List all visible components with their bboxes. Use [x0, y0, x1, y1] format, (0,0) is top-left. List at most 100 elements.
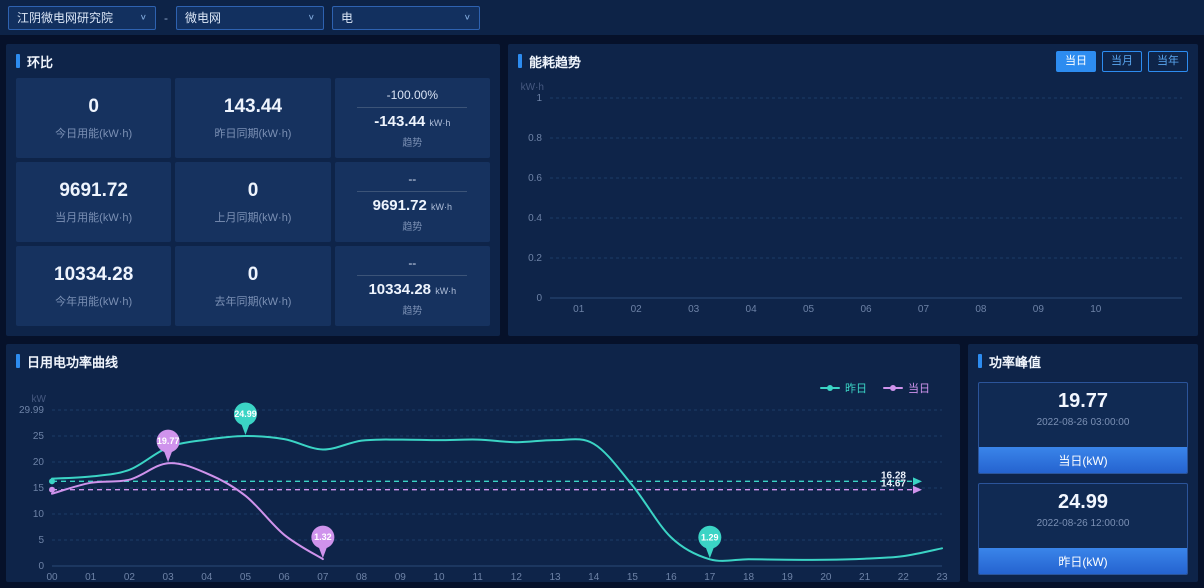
- svg-text:19: 19: [782, 572, 794, 583]
- peak-today-button[interactable]: 当日(kW): [979, 447, 1187, 473]
- period-day-button[interactable]: 当日: [1056, 50, 1096, 72]
- huanbi-panel-header: 环比: [6, 44, 500, 78]
- period-year-button[interactable]: 当年: [1148, 50, 1188, 72]
- power-curve-panel-title: 日用电功率曲线: [27, 354, 119, 370]
- svg-text:14: 14: [588, 572, 600, 583]
- svg-text:04: 04: [201, 572, 213, 583]
- energy-trend-panel: 能耗趋势 当日 当月 当年 0 0.2 0.4 0.6 0.8 1 kW·h 01 02 03 04…: [508, 44, 1198, 336]
- energy-select-value: 电: [341, 11, 354, 25]
- energy-select[interactable]: 电 ∨: [332, 5, 480, 30]
- legend-label: 昨日: [845, 383, 867, 395]
- stat-label: 今年用能(kW·h): [55, 295, 133, 308]
- power-curve-legend: 昨日 当日: [820, 380, 930, 396]
- peak-timestamp: 2022-08-26 12:00:00: [1036, 518, 1130, 529]
- stat-label: 去年同期(kW·h): [214, 295, 292, 308]
- power-peak-panel-header: 功率峰值: [968, 344, 1198, 378]
- svg-text:01: 01: [85, 572, 97, 583]
- svg-text:19.77: 19.77: [157, 436, 180, 446]
- svg-text:5: 5: [38, 535, 44, 546]
- trend-delta: 9691.72 kW·h: [373, 197, 452, 214]
- svg-text:1: 1: [536, 93, 542, 104]
- accent-bar: [16, 54, 20, 68]
- legend-item-yesterday[interactable]: 昨日: [820, 380, 867, 396]
- svg-text:kW·h: kW·h: [521, 82, 544, 93]
- divider: [357, 190, 468, 192]
- line-dot-icon: [820, 384, 840, 392]
- svg-text:20: 20: [820, 572, 832, 583]
- svg-text:06: 06: [279, 572, 291, 583]
- chevron-down-icon: ∨: [307, 13, 315, 22]
- svg-text:1.32: 1.32: [314, 532, 332, 542]
- svg-text:15: 15: [627, 572, 639, 583]
- trend-card-year: -- 10334.28 kW·h 趋势: [334, 246, 490, 326]
- line-dot-icon: [883, 384, 903, 392]
- trend-card-month: -- 9691.72 kW·h 趋势: [334, 162, 490, 242]
- svg-text:20: 20: [33, 457, 45, 468]
- stat-label: 昨日同期(kW·h): [214, 127, 292, 140]
- svg-text:13: 13: [549, 572, 561, 583]
- org-select-value: 江阴微电网研究院: [17, 11, 114, 25]
- huanbi-grid: 0 今日用能(kW·h) 143.44 昨日同期(kW·h) -100.00% …: [6, 78, 500, 336]
- svg-text:07: 07: [317, 572, 329, 583]
- peak-card-today: 19.77 2022-08-26 03:00:00 当日(kW): [978, 382, 1188, 474]
- stat-value: 143.44: [223, 95, 283, 117]
- svg-text:0.8: 0.8: [528, 133, 542, 144]
- energy-trend-panel-title: 能耗趋势: [529, 54, 582, 70]
- svg-text:22: 22: [898, 572, 910, 583]
- power-peak-panel-title: 功率峰值: [989, 354, 1042, 370]
- divider: [357, 106, 468, 108]
- trend-delta-unit: kW·h: [431, 201, 453, 212]
- chevron-down-icon: ∨: [139, 13, 147, 22]
- stat-card-month-energy: 9691.72 当月用能(kW·h): [16, 162, 172, 242]
- svg-text:14.67: 14.67: [881, 479, 906, 490]
- accent-bar: [978, 354, 982, 368]
- stat-card-today-energy: 0 今日用能(kW·h): [16, 78, 172, 158]
- stat-value: 9691.72: [59, 179, 128, 201]
- svg-text:08: 08: [975, 304, 987, 315]
- svg-text:05: 05: [803, 304, 815, 315]
- svg-text:02: 02: [124, 572, 136, 583]
- peak-yesterday-button[interactable]: 昨日(kW): [979, 548, 1187, 574]
- svg-text:10: 10: [433, 572, 445, 583]
- svg-text:29.99: 29.99: [19, 405, 44, 416]
- dashboard-content: 环比 0 今日用能(kW·h) 143.44 昨日同期(kW·h) -100.0…: [0, 36, 1204, 588]
- svg-text:25: 25: [33, 431, 45, 442]
- svg-text:09: 09: [395, 572, 407, 583]
- svg-text:23: 23: [936, 572, 948, 583]
- type-select[interactable]: 微电网 ∨: [176, 5, 324, 30]
- org-select[interactable]: 江阴微电网研究院 ∨: [8, 5, 156, 30]
- peak-timestamp: 2022-08-26 03:00:00: [1036, 417, 1130, 428]
- legend-item-today[interactable]: 当日: [883, 380, 930, 396]
- stat-card-yesterday-energy: 143.44 昨日同期(kW·h): [175, 78, 331, 158]
- topbar: 江阴微电网研究院 ∨ - 微电网 ∨ 电 ∨: [0, 0, 1204, 36]
- svg-text:16.28: 16.28: [881, 470, 906, 481]
- svg-text:03: 03: [163, 572, 175, 583]
- trend-delta-unit: kW·h: [435, 285, 457, 296]
- svg-text:01: 01: [573, 304, 585, 315]
- peak-value: 24.99: [1057, 491, 1109, 513]
- trend-delta-unit: kW·h: [429, 117, 451, 128]
- svg-text:07: 07: [918, 304, 930, 315]
- stat-value: 0: [88, 95, 99, 117]
- svg-text:11: 11: [472, 572, 483, 583]
- stat-label: 当月用能(kW·h): [55, 211, 133, 224]
- chevron-down-icon: ∨: [463, 13, 471, 22]
- trend-percent: --: [408, 171, 417, 186]
- svg-text:09: 09: [1033, 304, 1045, 315]
- peak-value: 19.77: [1057, 390, 1109, 412]
- stat-value: 0: [247, 263, 259, 285]
- trend-delta-value: -143.44: [374, 112, 426, 130]
- power-curve-panel: 日用电功率曲线 昨日 当日 0 5 10 15 20 25 29.99 kW 00 01 02 03 0…: [6, 344, 960, 583]
- svg-text:24.99: 24.99: [234, 409, 257, 419]
- period-month-button[interactable]: 当月: [1102, 50, 1142, 72]
- energy-trend-chart: 0 0.2 0.4 0.6 0.8 1kW·h 01 02 03 04 05 06 07 08 09 10: [521, 82, 1182, 315]
- svg-text:18: 18: [743, 572, 755, 583]
- svg-text:0.6: 0.6: [528, 173, 542, 184]
- trend-delta: -143.44 kW·h: [374, 113, 450, 130]
- stat-label: 今日用能(kW·h): [55, 127, 133, 140]
- stat-value: 10334.28: [54, 263, 134, 285]
- svg-text:10: 10: [1090, 304, 1102, 315]
- power-curve-panel-header: 日用电功率曲线: [6, 344, 960, 378]
- power-peak-panel: 功率峰值 19.77 2022-08-26 03:00:00 当日(kW) 24…: [968, 344, 1198, 582]
